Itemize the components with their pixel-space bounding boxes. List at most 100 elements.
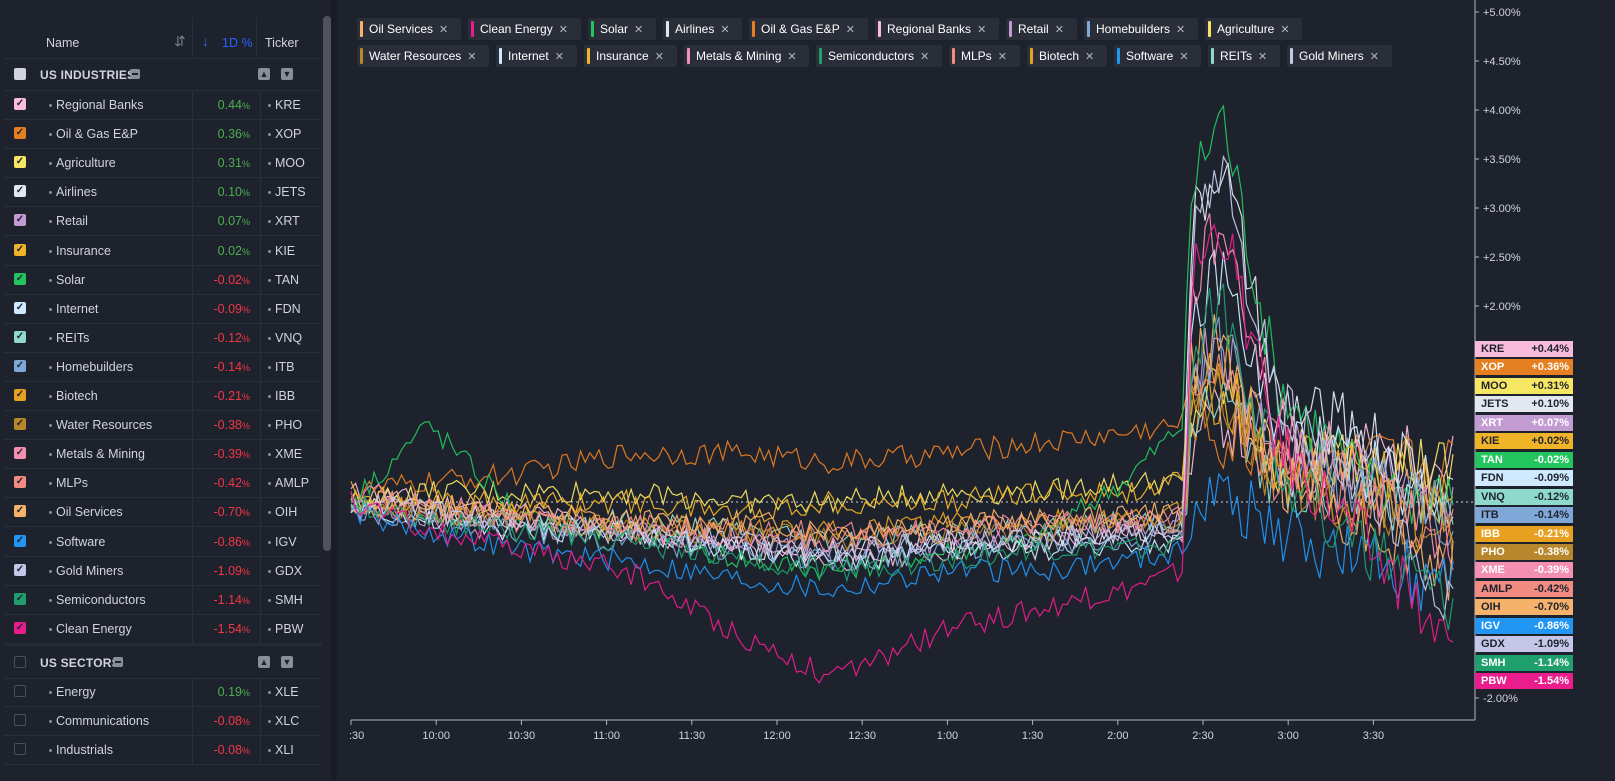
series-chip[interactable]: Agriculture ✕ xyxy=(1205,18,1302,40)
sidebar-scrollbar[interactable] xyxy=(323,16,331,551)
close-icon[interactable]: ✕ xyxy=(554,51,564,63)
series-chip[interactable]: Clean Energy ✕ xyxy=(468,18,581,40)
series-chip[interactable]: Regional Banks ✕ xyxy=(875,18,999,40)
close-icon[interactable]: ✕ xyxy=(558,24,568,36)
series-chip[interactable]: Oil Services ✕ xyxy=(357,18,461,40)
checkmark-icon[interactable]: ✓ xyxy=(14,447,26,460)
series-chip[interactable]: REITs ✕ xyxy=(1208,45,1280,67)
list-item[interactable]: ✓ Semiconductors -1.14% SMH xyxy=(4,584,322,615)
list-item[interactable]: ✓ Regional Banks 0.44% KRE xyxy=(4,90,322,120)
series-line-ibb[interactable] xyxy=(350,335,1454,548)
list-item[interactable]: ✓ Oil & Gas E&P 0.36% XOP xyxy=(4,119,322,150)
checkmark-icon[interactable]: ✓ xyxy=(14,156,26,169)
series-chip[interactable]: Insurance ✕ xyxy=(584,45,677,67)
checkmark-icon[interactable]: ✓ xyxy=(14,301,26,314)
series-line-gdx[interactable] xyxy=(350,154,1454,622)
list-item[interactable]: ✓ Oil Services -0.70% OIH xyxy=(4,497,322,528)
move-down-icon[interactable]: ▼ xyxy=(281,68,293,80)
list-item[interactable]: ✓ Gold Miners -1.09% GDX xyxy=(4,555,322,586)
list-item[interactable]: ✓ Airlines 0.10% JETS xyxy=(4,177,322,208)
list-item[interactable]: ✓ Biotech -0.21% IBB xyxy=(4,381,322,411)
close-icon[interactable]: ✕ xyxy=(1176,24,1186,36)
series-line-xrt[interactable] xyxy=(350,328,1454,562)
series-chip[interactable]: Metals & Mining ✕ xyxy=(684,45,809,67)
series-line-pbw[interactable] xyxy=(350,222,1454,684)
checkmark-icon[interactable]: ✓ xyxy=(14,563,26,576)
checkmark-icon[interactable]: ✓ xyxy=(14,534,26,547)
checkmark-icon[interactable]: ✓ xyxy=(14,98,26,110)
list-item[interactable]: ✓ MLPs -0.42% AMLP xyxy=(4,468,322,499)
close-icon[interactable]: ✕ xyxy=(997,51,1007,63)
close-icon[interactable]: ✕ xyxy=(787,51,797,63)
change-column-header[interactable]: 1D % xyxy=(222,36,253,50)
series-chip[interactable]: Oil & Gas E&P ✕ xyxy=(749,18,868,40)
series-chip[interactable]: Software ✕ xyxy=(1114,45,1201,67)
checkmark-icon[interactable]: ✓ xyxy=(14,214,26,227)
sort-desc-arrow-icon[interactable]: ↓ xyxy=(202,33,209,49)
chart-canvas[interactable]: -2.00% +2.00% +2.50% +3.00% +3.50% +4.00% +4.5… xyxy=(337,0,1615,781)
checkmark-icon[interactable]: ✓ xyxy=(14,389,26,401)
close-icon[interactable]: ✕ xyxy=(1369,51,1379,63)
close-icon[interactable]: ✕ xyxy=(654,51,664,63)
close-icon[interactable]: ✕ xyxy=(1258,51,1268,63)
list-item[interactable]: ✓ Internet -0.09% FDN xyxy=(4,293,322,324)
move-down-icon[interactable]: ▼ xyxy=(281,656,293,668)
series-chip[interactable]: Gold Miners ✕ xyxy=(1287,45,1392,67)
close-icon[interactable]: ✕ xyxy=(977,24,987,36)
row-checkbox[interactable] xyxy=(14,685,26,697)
list-item[interactable]: ✓ Water Resources -0.38% PHO xyxy=(4,410,322,441)
checkmark-icon[interactable]: ✓ xyxy=(14,621,26,634)
series-line-igv[interactable] xyxy=(350,472,1454,612)
list-item[interactable]: ✓ Metals & Mining -0.39% XME xyxy=(4,439,322,470)
close-icon[interactable]: ✕ xyxy=(467,51,477,63)
list-item[interactable]: ✓ Software -0.86% IGV xyxy=(4,526,322,557)
name-column-header[interactable]: Name xyxy=(46,36,80,50)
list-item[interactable]: Communications -0.08% XLC xyxy=(4,706,322,737)
panel-resize-handle[interactable] xyxy=(331,0,337,781)
series-chip[interactable]: Water Resources ✕ xyxy=(357,45,489,67)
close-icon[interactable]: ✕ xyxy=(439,24,449,36)
series-chip[interactable]: Biotech ✕ xyxy=(1027,45,1107,67)
series-chip[interactable]: Retail ✕ xyxy=(1006,18,1077,40)
checkmark-icon[interactable]: ✓ xyxy=(14,243,26,256)
section-us-industries[interactable]: US INDUSTRIES ▲ ▼ xyxy=(4,58,322,91)
series-chip[interactable]: Homebuilders ✕ xyxy=(1084,18,1198,40)
collapse-icon[interactable] xyxy=(113,657,123,667)
checkmark-icon[interactable]: ✓ xyxy=(14,185,26,198)
section-us-sectors[interactable]: US SECTORS ▲ ▼ xyxy=(4,645,322,679)
series-chip[interactable]: Internet ✕ xyxy=(496,45,577,67)
sort-icon[interactable]: ⇵ xyxy=(174,33,186,49)
close-icon[interactable]: ✕ xyxy=(720,24,730,36)
list-item[interactable]: ✓ Homebuilders -0.14% ITB xyxy=(4,351,322,382)
series-line-oih[interactable] xyxy=(350,314,1454,601)
checkmark-icon[interactable]: ✓ xyxy=(14,272,26,285)
close-icon[interactable]: ✕ xyxy=(1085,51,1095,63)
close-icon[interactable]: ✕ xyxy=(634,24,644,36)
close-icon[interactable]: ✕ xyxy=(1054,24,1064,36)
checkmark-icon[interactable]: ✓ xyxy=(14,592,26,605)
checkmark-icon[interactable]: ✓ xyxy=(14,330,26,343)
series-chip[interactable]: Semiconductors ✕ xyxy=(816,45,942,67)
series-chip[interactable]: MLPs ✕ xyxy=(949,45,1020,67)
move-up-icon[interactable]: ▲ xyxy=(258,68,270,80)
checkmark-icon[interactable]: ✓ xyxy=(14,359,26,372)
section-checkbox[interactable] xyxy=(14,68,26,80)
close-icon[interactable]: ✕ xyxy=(845,24,855,36)
move-up-icon[interactable]: ▲ xyxy=(258,656,270,668)
series-line-kie[interactable] xyxy=(350,376,1454,525)
section-checkbox[interactable] xyxy=(14,656,26,668)
list-item[interactable]: ✓ Insurance 0.02% KIE xyxy=(4,235,322,266)
comparison-chart[interactable]: Oil Services ✕ Clean Energy ✕ Solar ✕ Airlines… xyxy=(337,0,1615,781)
list-item[interactable]: ✓ Agriculture 0.31% MOO xyxy=(4,148,322,179)
series-chip[interactable]: Solar ✕ xyxy=(588,18,656,40)
ticker-column-header[interactable]: Ticker xyxy=(265,36,299,50)
list-item[interactable]: ✓ Retail 0.07% XRT xyxy=(4,206,322,237)
row-checkbox[interactable] xyxy=(14,743,26,756)
close-icon[interactable]: ✕ xyxy=(1280,24,1290,36)
collapse-icon[interactable] xyxy=(130,69,140,79)
checkmark-icon[interactable]: ✓ xyxy=(14,505,26,518)
series-line-amlp[interactable] xyxy=(350,353,1454,570)
row-checkbox[interactable] xyxy=(14,714,26,727)
checkmark-icon[interactable]: ✓ xyxy=(14,476,26,489)
checkmark-icon[interactable]: ✓ xyxy=(14,127,26,140)
